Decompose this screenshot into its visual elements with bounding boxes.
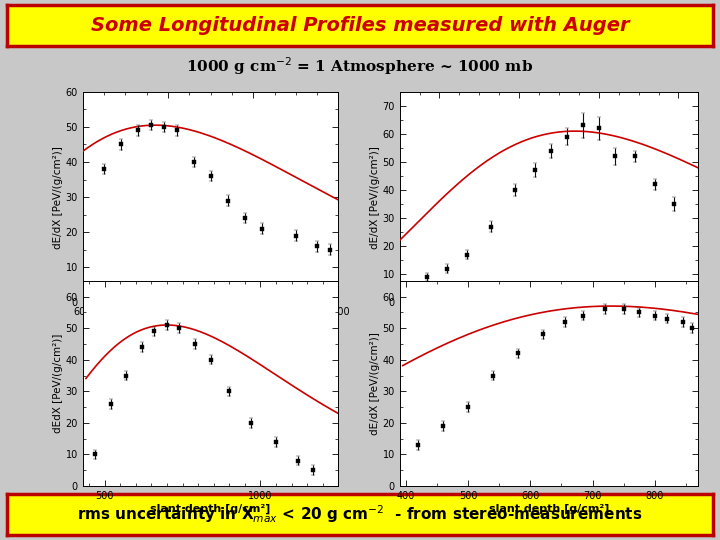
Y-axis label: dE/dX [PeV/(g/cm²)]: dE/dX [PeV/(g/cm²)] (369, 146, 379, 248)
Text: rms uncertainty in X$_{max}$ < 20 g cm$^{-2}$  - from stereo-measurements: rms uncertainty in X$_{max}$ < 20 g cm$^… (77, 503, 643, 525)
Text: 1000 g cm$^{-2}$ = 1 Atmosphere ~ 1000 mb: 1000 g cm$^{-2}$ = 1 Atmosphere ~ 1000 m… (186, 55, 534, 77)
X-axis label: slant depth [g/cm²]: slant depth [g/cm²] (150, 320, 271, 330)
Text: Some Longitudinal Profiles measured with Auger: Some Longitudinal Profiles measured with… (91, 16, 629, 35)
Y-axis label: dE/dX [PeV/(g/cm²)]: dE/dX [PeV/(g/cm²)] (53, 146, 63, 248)
X-axis label: slant depth [g/cm²]: slant depth [g/cm²] (489, 504, 609, 514)
Y-axis label: dE/dX [PeV/(g/cm²)]: dE/dX [PeV/(g/cm²)] (369, 332, 379, 435)
X-axis label: slant depth [g/cm²]: slant depth [g/cm²] (150, 504, 271, 514)
X-axis label: slant depth [g/cm²]: slant depth [g/cm²] (489, 320, 609, 330)
Y-axis label: dEdX [PeV/(g/cm²)]: dEdX [PeV/(g/cm²)] (53, 334, 63, 433)
